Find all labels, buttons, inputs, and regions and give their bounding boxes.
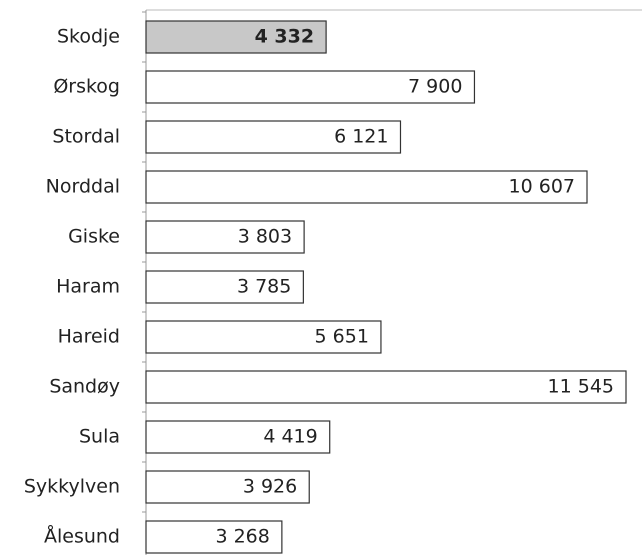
value-label: 10 607	[509, 176, 575, 198]
y-tick-label: Hareid	[58, 326, 120, 348]
bar	[145, 420, 331, 454]
y-tick-label: Haram	[56, 276, 120, 298]
y-tick-label: Ålesund	[44, 525, 120, 548]
bar	[145, 520, 283, 554]
y-tick-label: Stordal	[52, 126, 120, 148]
y-tick-label: Skodje	[57, 26, 120, 48]
y-tick-label: Norddal	[46, 176, 120, 198]
y-tick-label: Sykkylven	[24, 476, 120, 498]
value-label: 4 419	[263, 426, 317, 448]
bar	[145, 220, 305, 254]
y-tick-label: Giske	[68, 226, 120, 248]
value-label: 4 332	[255, 26, 315, 48]
y-tick-label: Sandøy	[49, 376, 120, 398]
y-tick-label: Ørskog	[53, 76, 120, 98]
value-label: 3 785	[237, 276, 291, 298]
bar	[145, 170, 588, 204]
value-label: 3 268	[215, 526, 269, 548]
y-tick-label: Sula	[79, 426, 120, 448]
bar	[145, 270, 304, 304]
bar	[145, 120, 402, 154]
bar	[145, 370, 627, 404]
bar	[145, 70, 476, 104]
bar	[145, 320, 382, 354]
value-label: 7 900	[408, 76, 462, 98]
value-label: 3 926	[243, 476, 297, 498]
bar	[145, 470, 310, 504]
value-label: 5 651	[315, 326, 369, 348]
value-label: 11 545	[548, 376, 614, 398]
bar	[145, 20, 327, 54]
value-label: 3 803	[238, 226, 292, 248]
value-label: 6 121	[334, 126, 388, 148]
